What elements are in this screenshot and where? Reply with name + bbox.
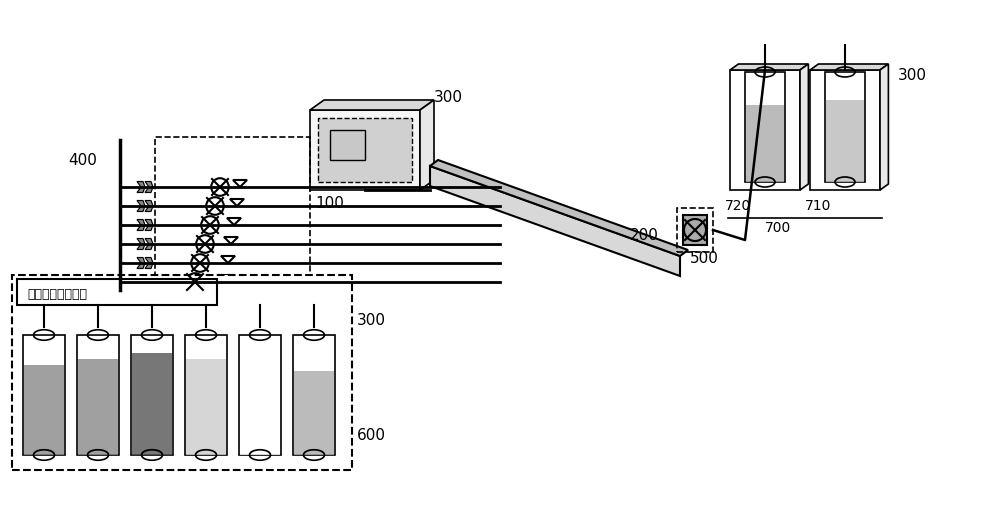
Polygon shape [880,64,888,190]
Text: 300: 300 [434,90,463,105]
Text: 100: 100 [315,196,344,211]
Bar [810,70,880,190]
Text: 720: 720 [725,199,751,213]
Text: 600: 600 [357,428,386,443]
Polygon shape [230,199,244,206]
Polygon shape [137,277,145,288]
Polygon shape [810,64,888,70]
Bar [131,335,173,455]
Bar [293,335,335,455]
Bar [155,137,310,302]
Bar [23,335,65,455]
Bar [745,72,785,182]
Text: 氮气供压推送模块: 氮气供压推送模块 [27,289,87,302]
Bar [186,359,226,455]
Bar [318,118,412,182]
Text: 300: 300 [898,68,927,83]
Polygon shape [800,64,808,190]
Bar [240,365,280,455]
Polygon shape [137,201,145,212]
Polygon shape [145,219,153,230]
Bar [185,335,227,455]
Text: 300: 300 [357,313,386,328]
Polygon shape [430,166,680,276]
Bar [330,130,365,160]
Polygon shape [420,100,434,190]
Bar [826,99,864,182]
Bar [294,371,334,455]
Polygon shape [227,218,241,225]
Bar [677,208,713,252]
Polygon shape [137,239,145,250]
Polygon shape [233,180,247,187]
Polygon shape [137,257,145,268]
Polygon shape [730,64,808,70]
Polygon shape [137,219,145,230]
Text: 700: 700 [765,221,791,235]
Bar [77,335,119,455]
Polygon shape [224,237,238,244]
Polygon shape [145,277,153,288]
Bar [825,72,865,182]
Polygon shape [145,257,153,268]
Bar [17,279,217,305]
Text: 500: 500 [690,251,719,266]
Polygon shape [145,239,153,250]
Polygon shape [221,256,235,263]
Text: 200: 200 [630,228,659,243]
Bar [746,105,784,182]
Text: 400: 400 [68,153,97,168]
Bar [24,365,64,455]
Polygon shape [218,275,232,282]
Polygon shape [137,181,145,192]
Polygon shape [310,100,434,110]
Polygon shape [145,181,153,192]
Polygon shape [683,215,707,245]
Bar [239,335,281,455]
Bar [310,110,420,190]
Text: 710: 710 [805,199,831,213]
Bar [730,70,800,190]
Polygon shape [430,160,688,256]
Bar [132,353,172,455]
Polygon shape [145,201,153,212]
Bar [12,275,352,470]
Bar [78,359,118,455]
